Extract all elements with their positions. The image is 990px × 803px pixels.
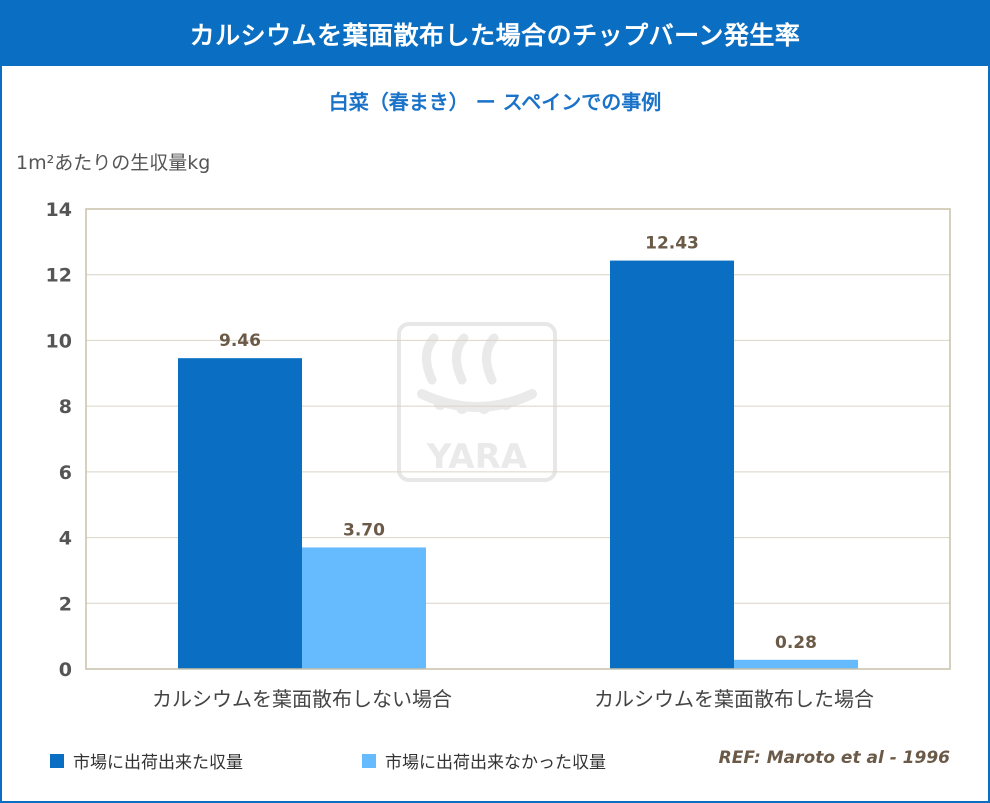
bar-chart: YARA 0 2 4 6 8 10 12 14 9.46 3.70 12.43 0.28 カルシウム… — [46, 199, 951, 711]
header-title: カルシウムを葉面散布した場合のチップバーン発生率 — [2, 2, 988, 66]
value-label: 9.46 — [219, 331, 261, 351]
legend-swatch-unmarketable — [362, 753, 376, 768]
y-tick-label: 4 — [59, 528, 72, 550]
reference-note: REF: Maroto et al - 1996 — [718, 748, 950, 768]
bar-unmarketable-0 — [302, 547, 426, 669]
x-category-label: カルシウムを葉面散布した場合 — [594, 687, 874, 711]
y-tick-label: 12 — [46, 265, 72, 287]
y-tick-label: 8 — [59, 396, 72, 418]
legend-swatch-marketable — [50, 753, 64, 768]
y-tick-label: 10 — [46, 330, 72, 352]
legend-label-unmarketable: 市場に出荷出来なかった収量 — [385, 753, 606, 773]
legend-item-marketable: 市場に出荷出来た収量 — [50, 748, 243, 773]
y-tick-label: 14 — [46, 199, 72, 221]
value-label: 0.28 — [775, 633, 817, 653]
legend: 市場に出荷出来た収量 市場に出荷出来なかった収量 REF: Maroto et … — [50, 748, 950, 774]
bar-marketable-0 — [178, 358, 302, 669]
value-label: 12.43 — [645, 234, 699, 254]
legend-label-marketable: 市場に出荷出来た収量 — [73, 753, 243, 773]
x-category-label: カルシウムを葉面散布しない場合 — [152, 687, 452, 711]
legend-item-unmarketable: 市場に出荷出来なかった収量 — [362, 748, 606, 773]
bar-marketable-1 — [610, 260, 734, 669]
y-tick-label: 6 — [59, 462, 72, 484]
y-axis-label: 1m²あたりの生収量kg — [16, 152, 211, 174]
bar-unmarketable-1 — [734, 659, 858, 669]
y-tick-label: 0 — [59, 659, 72, 681]
y-tick-label: 2 — [59, 593, 72, 615]
value-label: 3.70 — [343, 520, 385, 540]
watermark-text: YARA — [426, 437, 528, 477]
yara-logo-watermark: YARA — [397, 322, 557, 482]
chart-subtitle: 白菜（春まき） ー スペインでの事例 — [328, 90, 662, 114]
plot-border — [85, 208, 951, 670]
